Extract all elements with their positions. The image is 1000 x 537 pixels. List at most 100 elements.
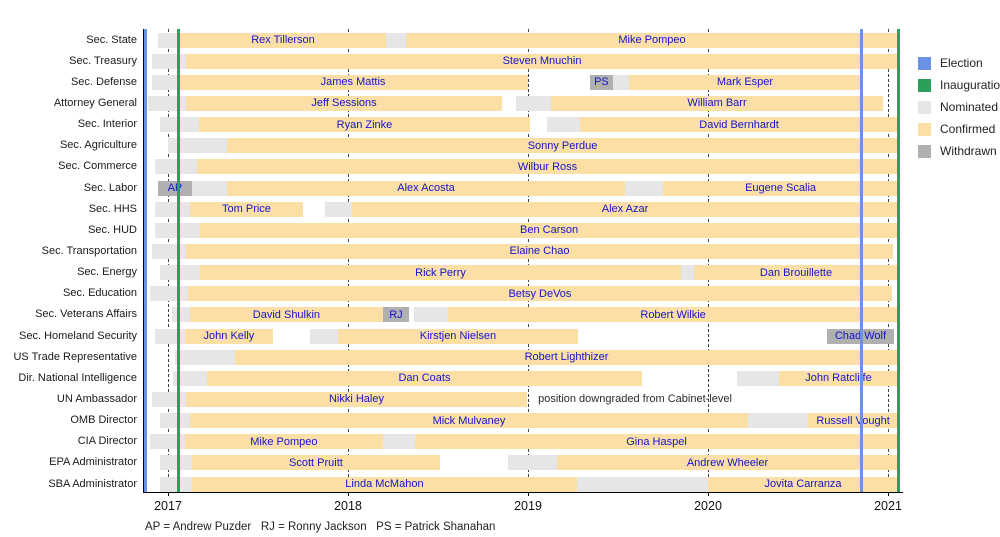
- legend-label: Nominated: [940, 100, 999, 114]
- bar-segment-nominated: [175, 349, 235, 365]
- bar-segment-confirmed: Mike Pompeo: [184, 434, 383, 450]
- legend: Election Inauguration Nominated Confirmed Wi…: [918, 52, 1000, 162]
- bar-segment-nominated: [160, 476, 192, 492]
- year-gridline: [708, 29, 709, 492]
- bar-segment-nominated: [151, 74, 179, 90]
- bar-segment-nominated: [310, 328, 338, 344]
- plot-left-frame: [143, 29, 144, 492]
- x-axis-tick: [708, 492, 709, 496]
- officeholder-name: Mike Pompeo: [250, 435, 318, 448]
- year-gridline: [168, 29, 169, 492]
- bar-segment-confirmed: Alex Azar: [351, 201, 899, 217]
- bar-segment-confirmed: Robert Lighthizer: [234, 349, 899, 365]
- bar-segment-confirmed: Nikki Haley: [186, 391, 527, 407]
- bar-segment-confirmed: Mick Mulvaney: [189, 413, 748, 429]
- row-label: CIA Director: [77, 435, 137, 448]
- officeholder-name: Andrew Wheeler: [686, 456, 769, 469]
- officeholder-name: Mark Esper: [716, 76, 774, 89]
- bar-segment-nominated: [148, 95, 186, 111]
- year-gridline: [888, 29, 889, 492]
- election-swatch: [918, 56, 931, 70]
- legend-item: Withdrawn: [918, 140, 1000, 162]
- bar-segment-confirmed: William Barr: [551, 95, 883, 111]
- row-label: Sec. Transportation: [41, 244, 137, 257]
- legend-label: Withdrawn: [940, 144, 997, 158]
- bar-segment-confirmed: Steven Mnuchin: [186, 53, 899, 69]
- officeholder-name: David Shulkin: [252, 308, 321, 321]
- x-axis-tick: [168, 492, 169, 496]
- officeholder-name: Rick Perry: [415, 266, 466, 279]
- row-label: UN Ambassador: [56, 392, 137, 405]
- row-label: Sec. State: [86, 33, 137, 46]
- row-label: Sec. Veterans Affairs: [35, 308, 137, 321]
- legend-label: Election: [940, 56, 983, 70]
- election-line: [144, 29, 147, 492]
- officeholder-name: Ben Carson: [520, 224, 579, 237]
- bar-segment-nominated: [155, 201, 190, 217]
- bar-segment-nominated: [171, 307, 190, 323]
- bar-segment-nominated: [414, 307, 449, 323]
- legend-item: Confirmed: [918, 118, 1000, 140]
- bar-segment-confirmed: Sonny Perdue: [227, 138, 899, 154]
- officeholder-name: Ryan Zinke: [336, 118, 393, 131]
- officeholder-name: Dan Coats: [398, 372, 451, 385]
- bar-segment-nominated: [385, 32, 406, 48]
- officeholder-name: Sonny Perdue: [527, 139, 598, 152]
- officeholder-name: Robert Lighthizer: [524, 351, 609, 364]
- officeholder-name: Elaine Chao: [509, 245, 570, 258]
- row-label: US Trade Representative: [13, 350, 137, 363]
- bar-segment-confirmed: Eugene Scalia: [663, 180, 899, 196]
- bar-segment-confirmed: John Ratcliffe: [778, 370, 899, 386]
- row-label: Sec. HUD: [88, 223, 137, 236]
- row-label: Sec. Interior: [77, 118, 137, 131]
- bar-segment-confirmed: Elaine Chao: [186, 243, 894, 259]
- bar-segment-nominated: [547, 117, 581, 133]
- election-line: [859, 29, 863, 492]
- x-axis-tick: [888, 492, 889, 496]
- row-label: Sec. Commerce: [58, 160, 137, 173]
- bar-segment-nominated: [382, 434, 415, 450]
- bar-segment-nominated: [160, 265, 201, 281]
- officeholder-name: Alex Azar: [601, 203, 649, 216]
- officeholder-name: Russell Vought: [816, 414, 890, 427]
- withdrawn-swatch: [918, 144, 931, 158]
- x-axis-tick-label: 2018: [334, 499, 362, 513]
- bar-segment-nominated: [681, 265, 694, 281]
- bar-segment-confirmed: Linda McMahon: [191, 476, 577, 492]
- bar-segment-confirmed: David Bernhardt: [580, 117, 899, 133]
- legend-item: Election: [918, 52, 1000, 74]
- bar-segment-confirmed: Scott Pruitt: [191, 455, 440, 471]
- bar-segment-confirmed: Tom Price: [189, 201, 303, 217]
- bar-segment-confirmed: John Kelly: [184, 328, 273, 344]
- row-label: Dir. National Intelligence: [18, 371, 137, 384]
- inauguration-line: [176, 29, 180, 492]
- bar-segment-confirmed: Robert Wilkie: [448, 307, 899, 323]
- officeholder-name: Eugene Scalia: [745, 182, 817, 194]
- officeholder-name: Steven Mnuchin: [502, 55, 582, 68]
- bar-segment-confirmed: Rex Tillerson: [180, 32, 386, 48]
- row-label: Sec. Education: [63, 287, 137, 300]
- row-label: Attorney General: [53, 96, 137, 109]
- bar-segment-confirmed: Mike Pompeo: [405, 32, 899, 48]
- officeholder-name: Linda McMahon: [345, 478, 424, 490]
- x-axis-line: [143, 492, 903, 493]
- bar-segment-confirmed: Ryan Zinke: [198, 117, 530, 133]
- bar-segment-nominated: [625, 180, 663, 196]
- bar-segment-confirmed: Jeff Sessions: [186, 95, 503, 111]
- bar-segment-nominated: [160, 455, 192, 471]
- officeholder-name: William Barr: [687, 97, 747, 110]
- officeholder-name: David Bernhardt: [699, 118, 779, 131]
- year-gridline: [348, 29, 349, 492]
- bar-segment-nominated: [151, 391, 186, 407]
- officeholder-name: John Ratcliffe: [805, 372, 872, 385]
- bar-segment-nominated: [151, 243, 186, 259]
- bar-segment-confirmed: James Mattis: [178, 74, 528, 90]
- x-axis-tick: [348, 492, 349, 496]
- row-label: Sec. Energy: [77, 266, 137, 279]
- x-axis-tick-label: 2020: [694, 499, 722, 513]
- legend-label: Confirmed: [940, 122, 996, 136]
- bar-segment-confirmed: Jovita Carranza: [708, 476, 899, 492]
- bar-segment-nominated: [515, 95, 552, 111]
- officeholder-name: Scott Pruitt: [289, 456, 343, 469]
